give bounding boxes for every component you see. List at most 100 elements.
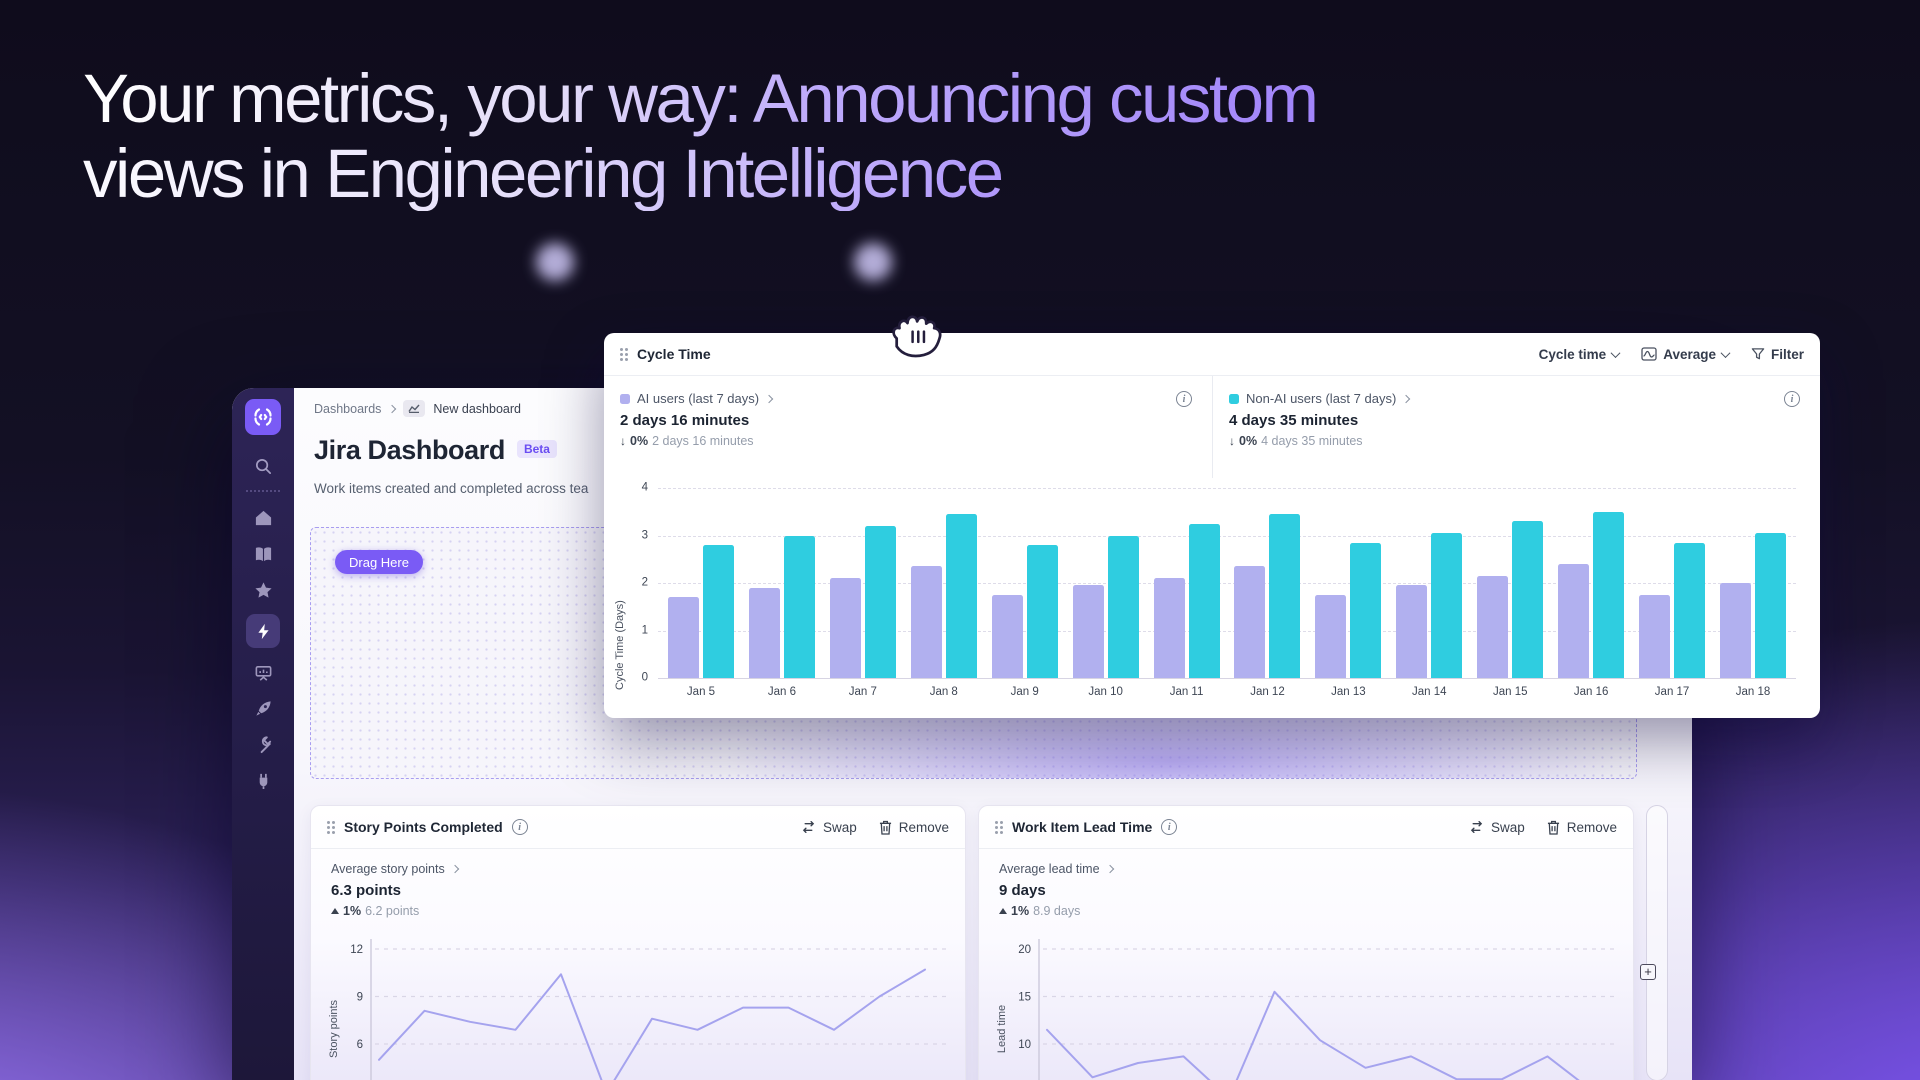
arrow-down-icon: ↓ — [620, 434, 626, 448]
dashboard-chart-icon — [403, 400, 426, 417]
decorative-glow-dot — [854, 243, 892, 281]
bar-group — [991, 488, 1058, 678]
bar — [1754, 533, 1786, 678]
bar — [1269, 514, 1301, 678]
x-axis-tick: Jan 5 — [686, 686, 716, 698]
stat-drilldown[interactable]: Average lead time — [999, 862, 1114, 876]
drag-handle-icon[interactable] — [620, 347, 628, 361]
search-icon[interactable] — [253, 456, 273, 476]
y-axis-tick: 1 — [641, 623, 648, 636]
hero-line-2: views in Engineering Intelligence — [83, 134, 1004, 212]
stat-drilldown[interactable]: AI users (last 7 days) — [620, 391, 1196, 406]
bar — [910, 566, 942, 678]
sidebar-item-launch[interactable] — [253, 698, 273, 718]
info-icon[interactable]: i — [1176, 391, 1192, 407]
bar — [1072, 585, 1104, 678]
bar-group — [1234, 488, 1301, 678]
bar — [829, 578, 861, 678]
breadcrumb-current[interactable]: New dashboard — [433, 401, 521, 416]
bar-group — [1072, 488, 1139, 678]
swap-button[interactable]: Swap — [801, 820, 857, 835]
series-swatch — [1229, 393, 1239, 404]
stat-drilldown[interactable]: Non-AI users (last 7 days) — [1229, 391, 1804, 406]
x-axis-tick: Jan 6 — [767, 686, 796, 698]
x-axis-labels: Jan 5 Jan 6 Jan 7 Jan 8 Jan 9 Jan 10 Jan 11 Jan… — [658, 686, 1796, 698]
stat-delta: ↓ 0% 4 days 35 minutes — [1229, 434, 1363, 448]
bar — [1477, 575, 1509, 678]
bar — [1593, 511, 1625, 678]
bar-group — [1477, 488, 1544, 678]
bar — [1107, 535, 1139, 678]
svg-text:12: 12 — [350, 944, 363, 956]
metric-selector[interactable]: Cycle time — [1539, 347, 1621, 362]
sidebar-item-home[interactable] — [253, 508, 273, 528]
remove-button[interactable]: Remove — [879, 820, 949, 835]
stat-non-ai-users: Non-AI users (last 7 days) 4 days 35 min… — [1212, 376, 1820, 478]
card-title: Story Points Completed — [344, 819, 503, 835]
grab-hand-cursor — [888, 310, 944, 360]
y-axis-tick: 2 — [641, 576, 648, 589]
sidebar-item-reports[interactable] — [253, 662, 273, 682]
bar — [783, 535, 815, 678]
bar — [748, 587, 780, 678]
app-logo[interactable] — [245, 399, 281, 435]
drag-here-button[interactable]: Drag Here — [335, 550, 423, 574]
swap-button[interactable]: Swap — [1469, 820, 1525, 835]
filter-button[interactable]: Filter — [1751, 347, 1804, 362]
bar-group — [829, 488, 896, 678]
bar — [1396, 585, 1428, 678]
sidebar-item-insights-active[interactable] — [246, 614, 280, 648]
bar — [945, 514, 977, 678]
svg-text:20: 20 — [1018, 944, 1031, 956]
stat-drilldown[interactable]: Average story points — [331, 862, 459, 876]
story-points-line-chart: Story points 12 9 6 — [328, 939, 947, 1080]
svg-text:Lead time: Lead time — [996, 1005, 1008, 1053]
beta-badge: Beta — [516, 439, 557, 458]
info-icon[interactable]: i — [1784, 391, 1800, 407]
swap-icon — [1470, 820, 1483, 834]
bar — [1558, 564, 1590, 678]
widget-rail[interactable]: + — [1640, 805, 1668, 1080]
x-axis-tick: Jan 14 — [1412, 686, 1447, 698]
bar — [1431, 533, 1463, 678]
breadcrumb-root[interactable]: Dashboards — [314, 401, 382, 416]
bar — [864, 526, 896, 678]
x-axis-tick: Jan 16 — [1573, 686, 1609, 698]
stat-delta: 1% 6.2 points — [331, 904, 458, 918]
info-icon[interactable]: i — [1161, 819, 1178, 835]
story-points-card: Story Points Completed i Swap Remove — [310, 805, 966, 1080]
bar — [703, 545, 734, 678]
drag-handle-icon[interactable] — [995, 820, 1003, 834]
x-axis-tick: Jan 17 — [1654, 686, 1690, 698]
chevron-down-icon — [1610, 347, 1621, 358]
bar — [1639, 594, 1671, 678]
divider — [311, 848, 965, 849]
arrow-down-icon: ↓ — [1229, 434, 1235, 448]
sidebar-item-favorites[interactable] — [253, 580, 273, 600]
bar — [1315, 594, 1347, 678]
info-icon[interactable]: i — [511, 819, 528, 835]
stat-delta: ↓ 0% 2 days 16 minutes — [620, 434, 754, 448]
stat-value: 2 days 16 minutes — [620, 412, 750, 429]
sidebar-item-settings[interactable] — [253, 734, 273, 754]
chevron-right-icon — [1402, 394, 1411, 403]
bar — [991, 594, 1023, 678]
decorative-glow-dot — [536, 243, 574, 281]
bar — [1026, 545, 1058, 678]
sidebar-item-docs[interactable] — [253, 544, 273, 564]
bar — [668, 597, 699, 678]
aggregation-selector[interactable]: Average — [1641, 347, 1731, 362]
svg-text:10: 10 — [1018, 1039, 1031, 1051]
stat-value: 6.3 points — [331, 882, 402, 899]
remove-button[interactable]: Remove — [1547, 820, 1617, 835]
lead-time-card: Work Item Lead Time i Swap Remove — [978, 805, 1634, 1080]
y-axis-label: Cycle Time (Days) — [614, 600, 626, 690]
bar — [1234, 566, 1266, 678]
drag-handle-icon[interactable] — [327, 820, 335, 834]
svg-text:Story points: Story points — [328, 999, 340, 1058]
svg-text:9: 9 — [357, 992, 363, 1004]
add-widget-button[interactable]: + — [1640, 964, 1656, 980]
sidebar-item-integrations[interactable] — [253, 770, 273, 790]
stat-value: 9 days — [999, 882, 1046, 899]
